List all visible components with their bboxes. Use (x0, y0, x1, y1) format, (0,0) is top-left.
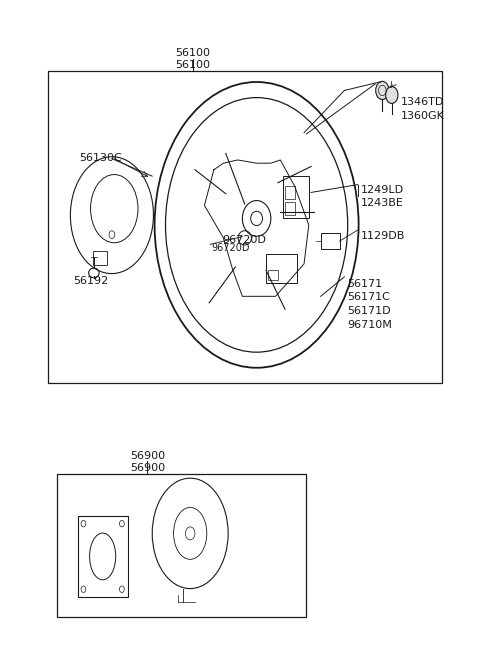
Bar (283, 176, 309, 218)
Text: 56171D: 56171D (347, 306, 391, 316)
Text: 56171C: 56171C (347, 292, 390, 303)
Bar (285, 202, 295, 215)
Text: 1249LD: 1249LD (361, 185, 404, 195)
Circle shape (376, 81, 389, 100)
Text: 56100: 56100 (175, 48, 210, 58)
Bar (93, 251, 107, 265)
Text: 56100: 56100 (175, 60, 210, 70)
Circle shape (385, 86, 398, 103)
Text: 56900: 56900 (130, 462, 165, 473)
Bar (285, 186, 295, 199)
Text: 56900: 56900 (130, 451, 165, 460)
Text: 56171: 56171 (347, 279, 383, 289)
Bar (268, 271, 278, 280)
Bar (321, 233, 340, 249)
Text: 56130C: 56130C (79, 153, 121, 164)
Text: 1360GK: 1360GK (401, 111, 445, 121)
Bar (78, 516, 128, 597)
Text: 96710M: 96710M (347, 320, 392, 329)
Text: 1243BE: 1243BE (361, 198, 404, 208)
Text: 96720D: 96720D (222, 234, 266, 244)
Text: 56192: 56192 (73, 276, 108, 286)
Bar (48, 71, 442, 383)
Text: 96720D: 96720D (212, 242, 250, 253)
Text: 1346TD: 1346TD (401, 97, 444, 107)
Bar (57, 474, 306, 616)
Bar (266, 254, 297, 284)
Text: 1129DB: 1129DB (361, 231, 405, 242)
